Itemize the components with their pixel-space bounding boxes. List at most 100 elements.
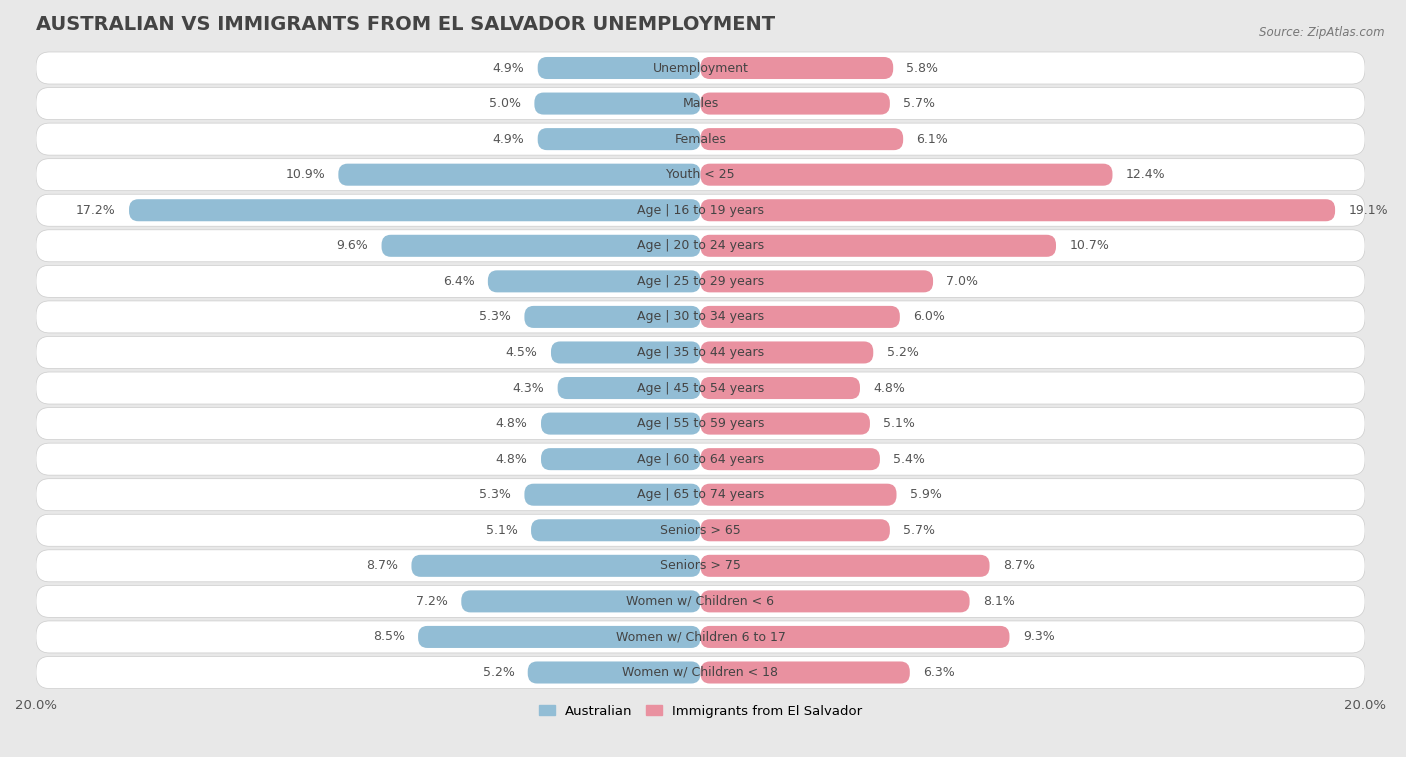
FancyBboxPatch shape (541, 448, 700, 470)
FancyBboxPatch shape (700, 484, 897, 506)
FancyBboxPatch shape (700, 128, 903, 150)
FancyBboxPatch shape (37, 656, 1365, 689)
Text: 5.2%: 5.2% (482, 666, 515, 679)
Text: 5.3%: 5.3% (479, 310, 512, 323)
FancyBboxPatch shape (700, 235, 1056, 257)
Text: 5.2%: 5.2% (887, 346, 918, 359)
Text: Age | 30 to 34 years: Age | 30 to 34 years (637, 310, 763, 323)
Text: 10.7%: 10.7% (1070, 239, 1109, 252)
Text: 7.2%: 7.2% (416, 595, 449, 608)
FancyBboxPatch shape (461, 590, 700, 612)
FancyBboxPatch shape (37, 301, 1365, 333)
Text: Age | 60 to 64 years: Age | 60 to 64 years (637, 453, 763, 466)
Text: Source: ZipAtlas.com: Source: ZipAtlas.com (1260, 26, 1385, 39)
Text: 8.5%: 8.5% (373, 631, 405, 643)
FancyBboxPatch shape (700, 341, 873, 363)
Text: 5.7%: 5.7% (903, 524, 935, 537)
Text: 7.0%: 7.0% (946, 275, 979, 288)
Text: 10.9%: 10.9% (285, 168, 325, 181)
Text: 6.3%: 6.3% (924, 666, 955, 679)
FancyBboxPatch shape (700, 306, 900, 328)
FancyBboxPatch shape (37, 514, 1365, 547)
Text: 4.9%: 4.9% (492, 61, 524, 74)
Text: Women w/ Children 6 to 17: Women w/ Children 6 to 17 (616, 631, 786, 643)
FancyBboxPatch shape (700, 199, 1336, 221)
FancyBboxPatch shape (418, 626, 700, 648)
Text: Women w/ Children < 6: Women w/ Children < 6 (627, 595, 775, 608)
Text: Unemployment: Unemployment (652, 61, 748, 74)
FancyBboxPatch shape (537, 57, 700, 79)
FancyBboxPatch shape (37, 372, 1365, 404)
FancyBboxPatch shape (700, 377, 860, 399)
Text: Age | 20 to 24 years: Age | 20 to 24 years (637, 239, 763, 252)
Text: 5.3%: 5.3% (479, 488, 512, 501)
Text: 9.3%: 9.3% (1022, 631, 1054, 643)
FancyBboxPatch shape (37, 266, 1365, 298)
FancyBboxPatch shape (37, 88, 1365, 120)
FancyBboxPatch shape (700, 626, 1010, 648)
Text: 4.3%: 4.3% (513, 382, 544, 394)
FancyBboxPatch shape (37, 159, 1365, 191)
Text: 6.4%: 6.4% (443, 275, 475, 288)
FancyBboxPatch shape (37, 621, 1365, 653)
FancyBboxPatch shape (531, 519, 700, 541)
Text: 8.7%: 8.7% (1002, 559, 1035, 572)
FancyBboxPatch shape (700, 270, 934, 292)
Text: 8.1%: 8.1% (983, 595, 1015, 608)
FancyBboxPatch shape (537, 128, 700, 150)
FancyBboxPatch shape (524, 306, 700, 328)
Text: 6.1%: 6.1% (917, 132, 948, 145)
Text: 19.1%: 19.1% (1348, 204, 1388, 217)
Text: Females: Females (675, 132, 727, 145)
Text: 5.0%: 5.0% (489, 97, 522, 110)
Text: Youth < 25: Youth < 25 (666, 168, 735, 181)
Text: 17.2%: 17.2% (76, 204, 115, 217)
FancyBboxPatch shape (551, 341, 700, 363)
FancyBboxPatch shape (700, 57, 893, 79)
Text: 4.8%: 4.8% (873, 382, 905, 394)
Text: 6.0%: 6.0% (912, 310, 945, 323)
FancyBboxPatch shape (700, 413, 870, 435)
FancyBboxPatch shape (37, 585, 1365, 618)
FancyBboxPatch shape (700, 448, 880, 470)
FancyBboxPatch shape (488, 270, 700, 292)
Text: Age | 35 to 44 years: Age | 35 to 44 years (637, 346, 763, 359)
Text: Males: Males (682, 97, 718, 110)
Text: Seniors > 65: Seniors > 65 (661, 524, 741, 537)
FancyBboxPatch shape (534, 92, 700, 114)
Text: 5.1%: 5.1% (486, 524, 517, 537)
FancyBboxPatch shape (412, 555, 700, 577)
Text: 4.8%: 4.8% (496, 453, 527, 466)
Text: Age | 25 to 29 years: Age | 25 to 29 years (637, 275, 763, 288)
FancyBboxPatch shape (700, 555, 990, 577)
Text: 12.4%: 12.4% (1126, 168, 1166, 181)
Text: 5.9%: 5.9% (910, 488, 942, 501)
FancyBboxPatch shape (37, 52, 1365, 84)
FancyBboxPatch shape (37, 443, 1365, 475)
FancyBboxPatch shape (37, 550, 1365, 582)
FancyBboxPatch shape (524, 484, 700, 506)
Text: Age | 16 to 19 years: Age | 16 to 19 years (637, 204, 763, 217)
FancyBboxPatch shape (700, 164, 1112, 185)
FancyBboxPatch shape (37, 230, 1365, 262)
FancyBboxPatch shape (37, 407, 1365, 440)
Text: Age | 55 to 59 years: Age | 55 to 59 years (637, 417, 765, 430)
Text: 9.6%: 9.6% (336, 239, 368, 252)
FancyBboxPatch shape (37, 195, 1365, 226)
Text: Seniors > 75: Seniors > 75 (659, 559, 741, 572)
Text: 4.5%: 4.5% (506, 346, 537, 359)
FancyBboxPatch shape (37, 336, 1365, 369)
Text: 4.8%: 4.8% (496, 417, 527, 430)
FancyBboxPatch shape (700, 92, 890, 114)
Text: Age | 65 to 74 years: Age | 65 to 74 years (637, 488, 763, 501)
Text: 5.4%: 5.4% (893, 453, 925, 466)
Text: 5.8%: 5.8% (907, 61, 938, 74)
Text: Women w/ Children < 18: Women w/ Children < 18 (623, 666, 779, 679)
FancyBboxPatch shape (339, 164, 700, 185)
Text: AUSTRALIAN VS IMMIGRANTS FROM EL SALVADOR UNEMPLOYMENT: AUSTRALIAN VS IMMIGRANTS FROM EL SALVADO… (37, 15, 775, 34)
FancyBboxPatch shape (381, 235, 700, 257)
Text: 5.7%: 5.7% (903, 97, 935, 110)
Text: 5.1%: 5.1% (883, 417, 915, 430)
FancyBboxPatch shape (37, 478, 1365, 511)
Legend: Australian, Immigrants from El Salvador: Australian, Immigrants from El Salvador (533, 699, 868, 723)
